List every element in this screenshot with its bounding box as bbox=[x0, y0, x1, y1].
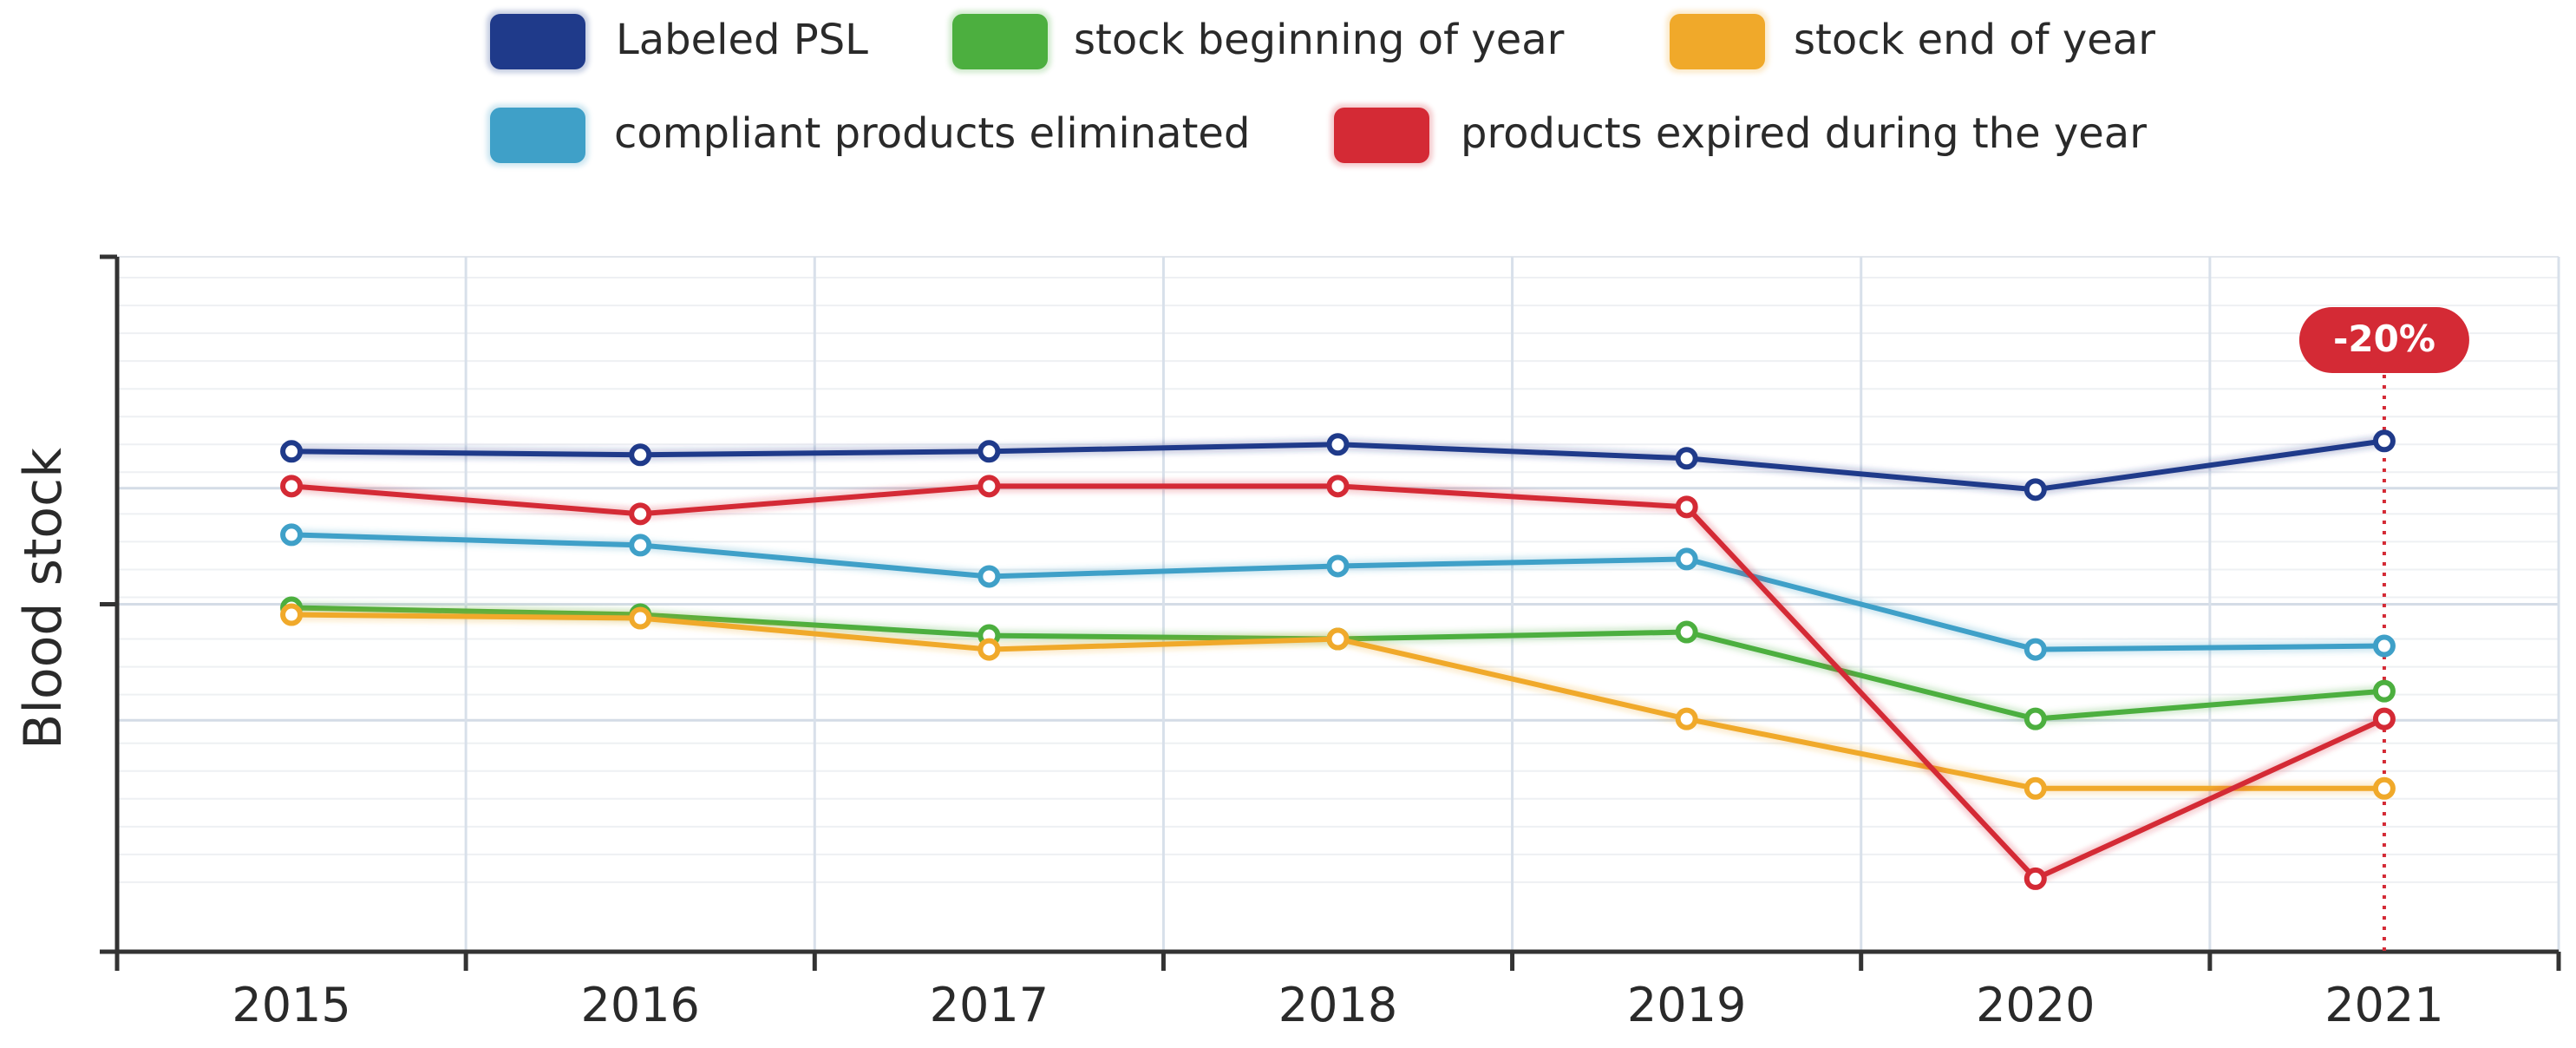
data-point bbox=[280, 440, 304, 463]
annotation-label: -20% bbox=[2333, 318, 2435, 360]
data-point bbox=[629, 443, 652, 467]
series bbox=[280, 429, 2396, 890]
series-line bbox=[291, 605, 2385, 722]
data-point bbox=[977, 638, 1001, 661]
series-2 bbox=[280, 603, 2396, 800]
data-point bbox=[2024, 867, 2047, 890]
data-point bbox=[280, 475, 304, 498]
data-point bbox=[2024, 478, 2047, 501]
data-point bbox=[2024, 776, 2047, 800]
data-point bbox=[2372, 634, 2396, 658]
data-point bbox=[977, 440, 1001, 463]
legend-item: stock end of year bbox=[1666, 10, 2155, 73]
gridlines bbox=[117, 256, 2560, 952]
x-tick-label: 2019 bbox=[1627, 978, 1746, 1032]
data-point bbox=[1326, 554, 1350, 578]
legend-label: products expired during the year bbox=[1461, 109, 2147, 158]
data-point bbox=[1675, 495, 1698, 519]
data-point bbox=[1675, 547, 1698, 571]
data-point bbox=[629, 534, 652, 557]
x-tick-label: 2017 bbox=[930, 978, 1049, 1032]
legend-item: stock beginning of year bbox=[949, 10, 1565, 73]
data-point bbox=[1326, 433, 1350, 456]
data-point bbox=[2372, 776, 2396, 800]
data-point bbox=[2372, 679, 2396, 703]
legend-label: stock beginning of year bbox=[1074, 16, 1565, 64]
data-point bbox=[1675, 707, 1698, 730]
x-tick-label: 2016 bbox=[580, 978, 699, 1032]
y-axis-label: Blood stock bbox=[13, 448, 74, 750]
x-tick-label: 2021 bbox=[2324, 978, 2443, 1032]
x-tick-label: 2015 bbox=[232, 978, 350, 1032]
series-line-glow bbox=[291, 601, 2385, 725]
annotations: -20% bbox=[2298, 307, 2469, 952]
legend-swatch bbox=[1670, 14, 1765, 69]
data-point bbox=[2024, 707, 2047, 730]
legend-label: stock end of year bbox=[1794, 16, 2155, 64]
legend-swatch bbox=[490, 108, 585, 163]
legend-item: products expired during the year bbox=[1330, 104, 2147, 167]
data-point bbox=[2024, 638, 2047, 661]
legend-item: compliant products eliminated bbox=[487, 104, 1250, 167]
legend-item: Labeled PSL bbox=[487, 10, 868, 73]
data-point bbox=[280, 523, 304, 547]
legend-label: Labeled PSL bbox=[616, 16, 868, 64]
annotation-badge bbox=[2298, 307, 2469, 373]
data-point bbox=[1675, 620, 1698, 644]
data-point bbox=[280, 603, 304, 626]
legend: Labeled PSL stock beginning of year stock … bbox=[487, 10, 2155, 167]
data-point bbox=[629, 502, 652, 526]
x-tick-label: 2020 bbox=[1976, 978, 2095, 1032]
series-3 bbox=[280, 523, 2396, 661]
data-point bbox=[1326, 475, 1350, 498]
series-0 bbox=[280, 429, 2396, 501]
data-point bbox=[977, 565, 1001, 588]
legend-swatch bbox=[952, 14, 1048, 69]
legend-swatch bbox=[490, 14, 585, 69]
series-4 bbox=[280, 475, 2396, 890]
data-point bbox=[2372, 707, 2396, 730]
data-point bbox=[2372, 429, 2396, 453]
data-point bbox=[977, 475, 1001, 498]
legend-swatch bbox=[1334, 108, 1429, 163]
data-point bbox=[1326, 627, 1350, 651]
data-point bbox=[1675, 447, 1698, 470]
data-point bbox=[629, 606, 652, 630]
axes: 2015 2016 2017 2018 2019 2020 2021 bbox=[100, 254, 2561, 1032]
legend-label: compliant products eliminated bbox=[614, 109, 1250, 158]
x-tick-label: 2018 bbox=[1278, 978, 1397, 1032]
